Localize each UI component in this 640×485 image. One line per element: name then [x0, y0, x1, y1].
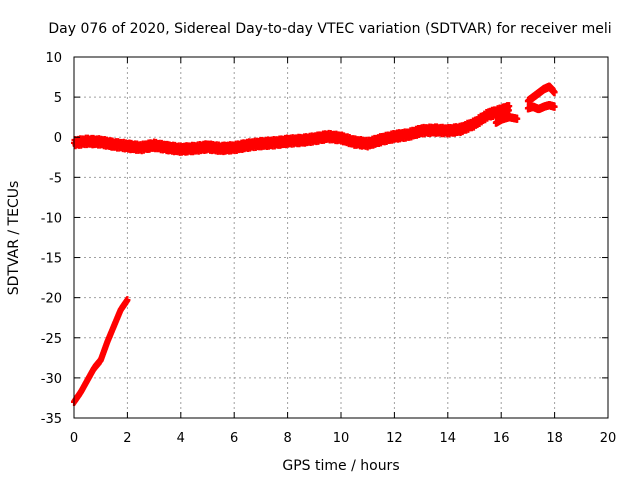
y-tick-label: -20: [41, 292, 62, 307]
data-point: [551, 88, 558, 97]
x-tick-label: 10: [333, 431, 350, 446]
series-1: [71, 102, 513, 156]
x-axis-label: GPS time / hours: [282, 458, 399, 474]
data-points: [71, 82, 558, 406]
series-3: [524, 82, 558, 106]
y-tick-label: -15: [41, 252, 62, 267]
axis-ticks: 0 2 4 6 8 10 12 14 16 18 20 10 5 0 -5 -10 -15 -20 -25 -30 -3…: [41, 51, 617, 446]
chart-title: Day 076 of 2020, Sidereal Day-to-day VTE…: [48, 21, 611, 37]
y-tick-label: 10: [45, 51, 62, 66]
data-point: [124, 296, 131, 305]
x-tick-label: 14: [440, 431, 457, 446]
y-tick-label: -35: [41, 412, 62, 427]
y-tick-label: -25: [41, 332, 62, 347]
y-tick-label: 5: [54, 91, 62, 106]
x-tick-label: 12: [386, 431, 403, 446]
x-tick-label: 6: [230, 431, 238, 446]
x-tick-label: 20: [600, 431, 617, 446]
x-tick-label: 8: [283, 431, 291, 446]
y-tick-label: 0: [54, 131, 62, 146]
y-axis-label: SDTVAR / TECUs: [6, 181, 22, 296]
x-tick-label: 16: [493, 431, 510, 446]
data-point: [551, 102, 558, 111]
y-tick-label: -30: [41, 372, 62, 387]
series-2: [492, 113, 521, 127]
x-tick-label: 0: [70, 431, 78, 446]
series-4: [524, 101, 558, 114]
x-tick-label: 4: [177, 431, 185, 446]
data-point: [506, 102, 513, 111]
x-tick-label: 18: [546, 431, 563, 446]
y-tick-label: -10: [41, 211, 62, 226]
x-tick-label: 2: [123, 431, 131, 446]
series-0: [71, 296, 131, 406]
y-tick-label: -5: [49, 171, 62, 186]
data-point: [514, 114, 521, 123]
